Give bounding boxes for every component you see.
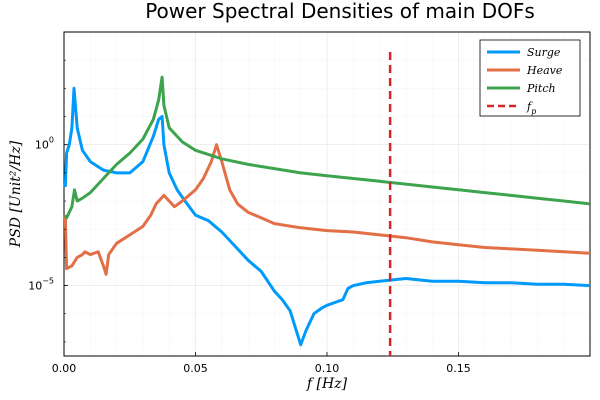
x-tick-label: 0.05 [183, 362, 208, 375]
series-line-heave [63, 143, 591, 276]
y-tick-label-exp: −5 [42, 277, 54, 286]
x-tick-label: 0.15 [446, 362, 471, 375]
series-layer [63, 52, 591, 356]
x-tick-label: 0.00 [52, 362, 77, 375]
grid [63, 31, 591, 356]
x-tick-label: 0.10 [315, 362, 340, 375]
chart-title: Power Spectral Densities of main DOFs [145, 0, 535, 23]
legend-label-pitch: Pitch [526, 82, 556, 95]
y-tick-label-base: 10 [35, 139, 49, 152]
y-axis-label: PSD [Unit²/Hz] [8, 140, 24, 248]
y-tick-label: 10−5 [28, 277, 54, 293]
y-tick-label-base: 10 [28, 280, 42, 293]
legend-label-surge: Surge [527, 46, 561, 59]
legend-label-heave: Heave [526, 64, 563, 77]
y-tick-label: 100 [35, 136, 54, 152]
series-line-pitch [63, 75, 591, 220]
legend: Surge Heave Pitch fp [479, 39, 581, 117]
legend-label-fp: fp [526, 100, 536, 116]
y-tick-label-exp: 0 [49, 136, 54, 145]
series-line-surge [63, 86, 591, 347]
x-axis-label: f [Hz] [306, 376, 348, 392]
legend-label-fp-base: f [526, 100, 533, 113]
legend-label-fp-sub: p [531, 107, 536, 116]
